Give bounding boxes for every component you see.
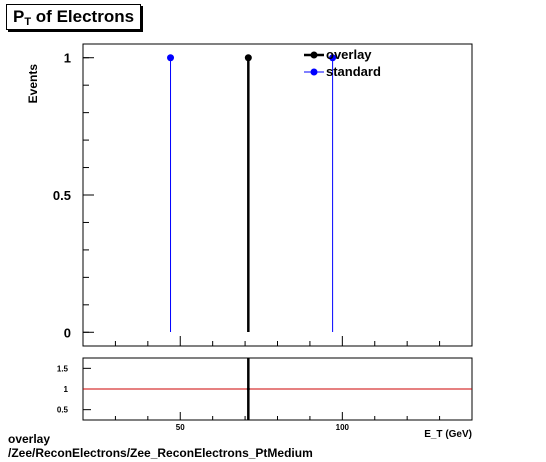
- y-tick-label: 0: [64, 325, 71, 340]
- y-tick-label: 0.5: [53, 188, 71, 203]
- legend-marker: [310, 51, 318, 59]
- legend-label: standard: [326, 64, 381, 79]
- footer-path: /Zee/ReconElectrons/Zee_ReconElectrons_P…: [8, 446, 313, 460]
- legend: overlay standard: [304, 47, 381, 79]
- y-tick-label: 1: [64, 51, 71, 66]
- ratio-data-point: [246, 387, 250, 391]
- ratio-y-tick-label: 1.5: [57, 364, 69, 373]
- legend-label: overlay: [326, 47, 372, 62]
- legend-marker: [310, 68, 318, 76]
- standard-data-point: [329, 54, 337, 62]
- ratio-x-tick-label: 100: [336, 423, 350, 432]
- footer-label: overlay: [8, 432, 51, 446]
- standard-data-point: [167, 54, 175, 62]
- y-axis-label: Events: [26, 64, 40, 104]
- ratio-y-tick-label: 1: [64, 385, 69, 394]
- main-frame: [82, 43, 473, 347]
- chart-title: PT of Electrons: [6, 4, 142, 30]
- main-plot-panel: 0 0.5 1 Events overlay standard: [26, 43, 473, 347]
- ratio-x-tick-label: 50: [176, 423, 185, 432]
- overlay-data-point: [244, 54, 252, 62]
- ratio-plot-panel: 0.5 1 1.5 50 100 E_T (GeV): [57, 357, 473, 440]
- x-axis-label: E_T (GeV): [424, 429, 472, 440]
- ratio-y-tick-label: 0.5: [57, 406, 69, 415]
